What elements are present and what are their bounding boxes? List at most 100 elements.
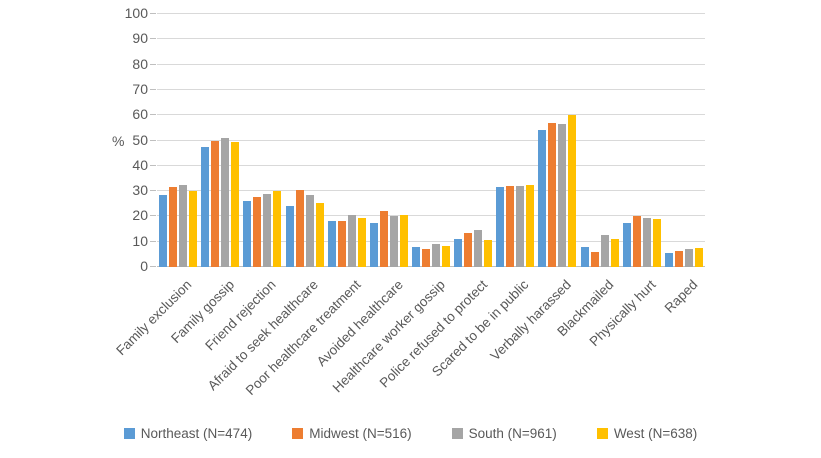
bar	[558, 124, 567, 267]
legend-item: South (N=961)	[451, 426, 557, 441]
plot-area	[157, 13, 705, 267]
y-tick-mark-30	[150, 190, 156, 192]
bar	[389, 216, 398, 267]
bar-group	[410, 14, 452, 267]
bar-group	[663, 14, 705, 267]
legend-item: West (N=638)	[596, 426, 698, 441]
bar	[305, 194, 314, 267]
bar	[211, 140, 220, 267]
legend-label: West (N=638)	[613, 426, 698, 441]
legend-swatch-icon	[123, 428, 135, 439]
bar	[327, 221, 336, 267]
bar	[506, 186, 515, 267]
legend: Northeast (N=474) Midwest (N=516) South (N…	[0, 426, 821, 441]
y-tick-label-0: 0	[140, 258, 148, 274]
y-tick-mark-100	[150, 13, 156, 14]
y-tick-mark-20	[150, 215, 156, 217]
bar	[432, 244, 441, 267]
bar	[169, 187, 178, 267]
bar-group	[452, 14, 494, 267]
legend-swatch-icon	[596, 428, 608, 439]
bar	[379, 211, 388, 267]
gridline-20	[157, 215, 705, 217]
bar-group	[157, 14, 199, 267]
y-tick-label-100: 100	[124, 5, 148, 21]
bar	[273, 191, 282, 267]
bar-group	[241, 14, 283, 267]
legend-label: Midwest (N=516)	[309, 426, 412, 441]
x-category-label: Family exclusion	[113, 277, 195, 359]
y-tick-label-60: 60	[132, 106, 148, 123]
bar	[357, 217, 366, 267]
gridline-60	[157, 114, 705, 116]
bar	[231, 141, 240, 267]
bar-group	[326, 14, 368, 267]
gridline-100	[157, 13, 705, 14]
bar	[568, 115, 577, 267]
bar	[285, 206, 294, 267]
bar-groups	[157, 14, 705, 267]
legend-label: Northeast (N=474)	[140, 426, 253, 441]
y-tick-label-50: 50	[132, 131, 148, 148]
bar	[484, 240, 493, 267]
bar	[674, 250, 683, 267]
gridline-90	[157, 38, 705, 40]
x-category-label: Raped	[661, 277, 701, 316]
y-tick-label-10: 10	[132, 232, 148, 249]
y-tick-label-40: 40	[132, 156, 148, 173]
bar	[652, 218, 661, 267]
bar	[347, 215, 356, 267]
bar	[622, 222, 631, 267]
gridline-30	[157, 190, 705, 192]
bar	[694, 248, 703, 267]
gridline-10	[157, 240, 705, 242]
bar	[464, 232, 473, 267]
legend-item: Northeast (N=474)	[123, 426, 253, 441]
bar	[496, 187, 505, 267]
y-tick-mark-0	[150, 266, 156, 267]
y-tick-label-90: 90	[132, 30, 148, 47]
legend-label: South (N=961)	[468, 426, 557, 441]
legend-item: Midwest (N=516)	[292, 426, 412, 441]
bar-group	[536, 14, 578, 267]
bar	[189, 191, 198, 267]
bar	[295, 189, 304, 267]
bar	[600, 235, 609, 267]
gridline-50	[157, 139, 705, 141]
y-tick-mark-60	[150, 114, 156, 116]
bar	[526, 184, 535, 267]
bar	[263, 193, 272, 267]
bar	[337, 221, 346, 267]
bar	[580, 246, 589, 267]
y-tick-mark-50	[150, 139, 156, 141]
bar	[516, 186, 525, 267]
bar	[442, 245, 451, 267]
gridline-40	[157, 164, 705, 166]
bar	[369, 222, 378, 267]
bar	[201, 146, 210, 267]
x-axis-labels: Family exclusion Family gossip Friend reje…	[114, 267, 705, 398]
bar-group	[621, 14, 663, 267]
bar-group	[283, 14, 325, 267]
bar	[179, 184, 188, 267]
bar	[474, 230, 483, 267]
bar	[664, 253, 673, 267]
bar-group	[199, 14, 241, 267]
bar	[422, 249, 431, 267]
y-tick-mark-90	[150, 38, 156, 40]
y-tick-label-20: 20	[132, 207, 148, 224]
bar	[548, 122, 557, 267]
y-tick-label-80: 80	[132, 55, 148, 72]
bar	[412, 246, 421, 267]
bar	[610, 239, 619, 267]
bar	[684, 249, 693, 267]
bar	[590, 251, 599, 267]
legend-swatch-icon	[292, 428, 304, 439]
bar	[642, 217, 651, 267]
y-tick-mark-70	[150, 88, 156, 90]
y-tick-mark-40	[150, 164, 156, 166]
bar	[399, 215, 408, 267]
bar	[315, 202, 324, 267]
bar	[632, 216, 641, 267]
